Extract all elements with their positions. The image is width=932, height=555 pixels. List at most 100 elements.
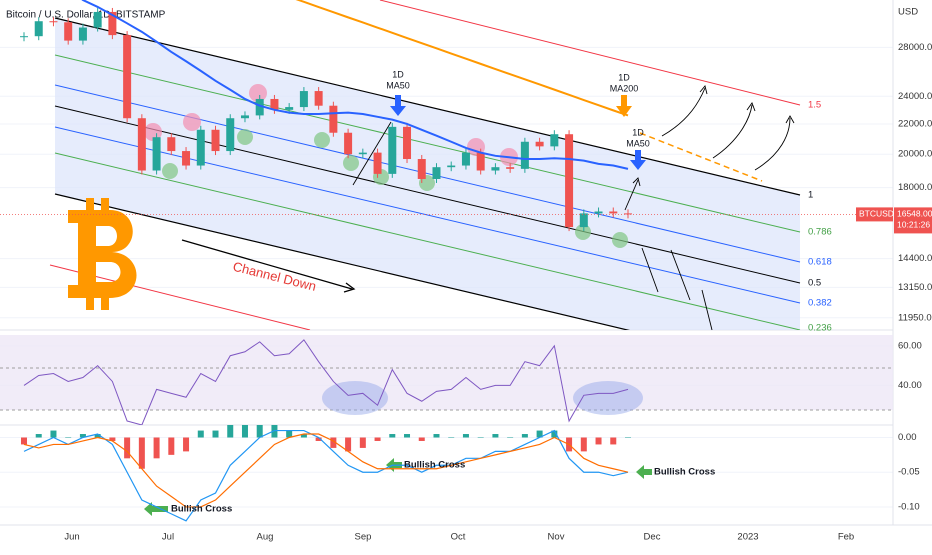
series-line [23,339,629,425]
histogram-bar [580,437,587,452]
price-badge [894,207,932,234]
x-tick-label: Jul [162,532,174,543]
pane [21,425,631,522]
annotation: Bullish Cross [171,504,232,515]
pane [23,339,629,425]
histogram-bar [286,430,293,438]
candle [344,132,353,155]
candle [314,91,323,106]
series-line [81,0,629,170]
y-tick-label: -0.05 [898,467,920,478]
histogram-bar [153,437,160,459]
candle [49,21,58,23]
x-tick-label: Sep [355,532,372,543]
histogram-bar [65,437,72,438]
candle [594,211,603,214]
fib-label: 0.236 [808,323,832,334]
histogram-bar [183,437,190,452]
y-tick-label: 28000.00 [898,42,932,53]
candle [64,22,73,41]
histogram-bar [345,437,352,452]
candle [565,134,574,228]
y-tick-label: 40.00 [898,380,922,391]
candle [388,126,397,174]
fib-label: 1 [808,190,813,201]
candle [403,126,412,160]
candle [299,91,308,108]
annotation: 1D [618,72,630,82]
candle [329,105,338,133]
candle [520,141,529,169]
candle [417,159,426,179]
histogram-bar [241,425,248,438]
annotation: 1D [632,127,644,137]
candle [137,118,146,171]
histogram-bar [374,437,381,441]
candle [506,167,515,169]
histogram-bar [551,430,558,438]
histogram-bar [536,430,543,438]
annotation: Bullish Cross [654,467,715,478]
histogram-bar [492,434,499,438]
annotation: MA50 [626,138,650,148]
histogram-bar [448,437,455,438]
symbol-badge [856,207,893,222]
currency: USD [898,7,918,18]
series-line [295,0,629,117]
candle [373,152,382,174]
x-tick-label: Oct [451,532,466,543]
histogram-bar [109,437,116,441]
y-tick-label: 24000.00 [898,91,932,102]
candle [609,211,618,214]
histogram-bar [50,430,57,438]
fib-label: 0.786 [808,227,832,238]
histogram-bar [521,434,528,438]
x-tick-label: Aug [257,532,274,543]
candle [240,115,249,119]
fib-label: 0.382 [808,298,832,309]
candle [550,134,559,147]
annotation: MA200 [610,83,639,93]
x-tick-label: Dec [644,532,661,543]
histogram-bar [315,437,322,441]
candle [491,167,500,171]
histogram-bar [625,437,631,438]
candle [270,98,279,110]
annotation: Bullish Cross [404,460,465,471]
histogram-bar [94,434,101,438]
histogram-bar [271,425,278,438]
histogram-bar [507,437,514,438]
histogram-bar [359,437,366,448]
x-tick-label: Feb [838,532,854,543]
histogram-bar [124,437,131,459]
y-tick-label: -0.10 [898,501,920,512]
histogram-bar [168,437,175,455]
candle [579,213,588,228]
countdown: 10:21:26 [897,220,930,230]
histogram-bar [197,430,204,438]
histogram-bar [610,437,617,445]
histogram-bar [330,437,337,448]
fib-label: 1.5 [808,100,821,111]
y-tick-label: 0.00 [898,432,917,443]
x-tick-label: Nov [548,532,565,543]
chart-title: Bitcoin / U.S. Dollar, 1D, BITSTAMP [6,10,166,21]
y-tick-label: 13150.00 [898,282,932,293]
histogram-bar [595,437,602,445]
histogram-bar [433,434,440,438]
channel [49,0,801,330]
x-tick-label: Jun [64,532,79,543]
histogram-bar [35,434,42,438]
candle [432,167,441,179]
histogram-bar [462,434,469,438]
candle [167,137,176,152]
candle [255,98,264,116]
candle [182,151,191,166]
candle [461,152,470,166]
candle [78,27,87,41]
histogram-bar [212,430,219,438]
histogram-bar [256,425,263,438]
fib-label: 0.618 [808,257,832,268]
histogram-bar [418,437,425,441]
